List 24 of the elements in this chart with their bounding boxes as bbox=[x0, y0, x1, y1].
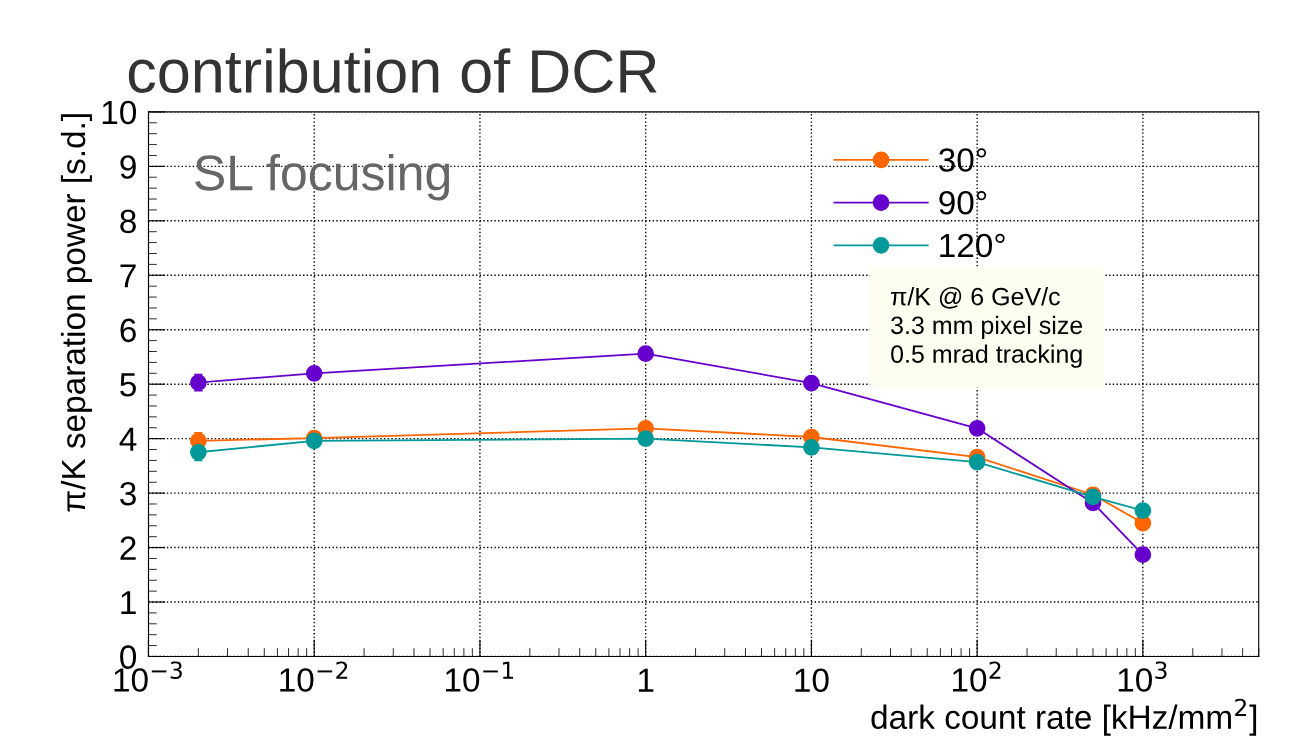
y-tick-label: 7 bbox=[120, 264, 136, 288]
x-axis-title: dark count rate [kHz/mm$^{2}$] bbox=[871, 698, 1257, 736]
y-tick-label: 5 bbox=[120, 373, 136, 397]
chart-title: contribution of DCR bbox=[128, 48, 657, 94]
y-tick-label: 4 bbox=[119, 427, 137, 451]
y-tick-label: 6 bbox=[120, 318, 136, 343]
y-axis-title: π/K separation power [s.d.] bbox=[60, 114, 92, 512]
x-tick-label: 10$^{3}$ bbox=[1118, 661, 1167, 692]
y-tick-label: 8 bbox=[120, 209, 136, 234]
y-tick-label: 2 bbox=[120, 536, 136, 560]
x-tick-label: 10$^{−1}$ bbox=[445, 661, 514, 692]
x-tick-label: 1 bbox=[638, 668, 654, 692]
x-tick-label: 10 bbox=[795, 668, 829, 693]
annotation: SL focusing bbox=[195, 153, 450, 201]
y-tick-label: 1 bbox=[121, 591, 136, 615]
legend-label: 30° bbox=[939, 148, 987, 172]
y-tick-label: 10 bbox=[102, 100, 137, 125]
legend-label: 120° bbox=[940, 233, 1005, 258]
x-tick-label: 10$^{−2}$ bbox=[280, 661, 348, 692]
y-tick-label: 3 bbox=[120, 481, 136, 506]
y-tick-label: 9 bbox=[120, 155, 136, 179]
annotation: π/K @ 6 GeV/c 3.3 mm pixel size 0.5 mrad tracking bbox=[891, 287, 1083, 368]
legend-label: 90° bbox=[939, 190, 987, 215]
x-tick-label: 10$^{2}$ bbox=[953, 661, 1001, 692]
